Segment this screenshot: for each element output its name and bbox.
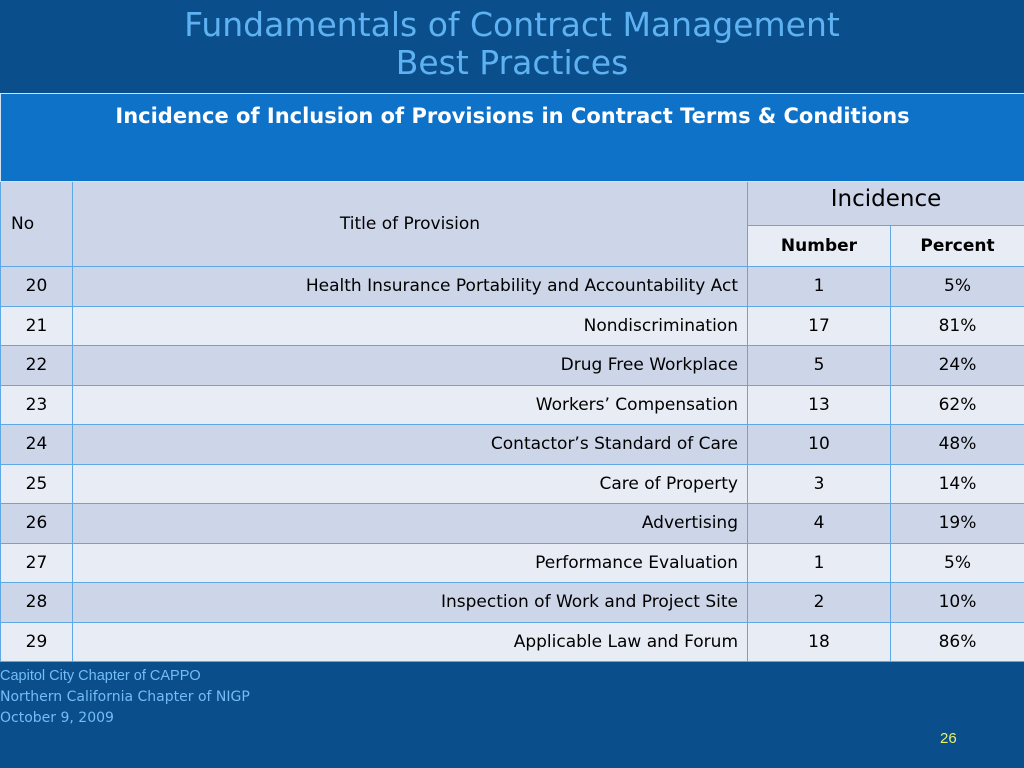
provision-title-cell: Performance Evaluation <box>72 542 748 583</box>
footer-date: October 9, 2009 <box>0 710 114 726</box>
provision-title-cell: Contactor’s Standard of Care <box>72 424 748 465</box>
header-incidence: Incidence <box>746 181 1024 226</box>
table-row: 27 Performance Evaluation 1 5% <box>0 542 1024 583</box>
header-no: No <box>0 181 73 267</box>
row-number-cell: 26 <box>0 503 73 544</box>
incidence-number-cell: 10 <box>747 424 891 465</box>
incidence-number-cell: 2 <box>747 582 891 623</box>
table-row: 26 Advertising 4 19% <box>0 503 1024 544</box>
table-row: 28 Inspection of Work and Project Site 2 10… <box>0 582 1024 623</box>
table-body: 20 Health Insurance Portability and Accou… <box>0 266 1024 662</box>
incidence-number-cell: 1 <box>747 266 891 307</box>
row-number-cell: 28 <box>0 582 73 623</box>
provision-title-cell: Care of Property <box>72 463 748 504</box>
table-row: 20 Health Insurance Portability and Accou… <box>0 266 1024 307</box>
provision-title-cell: Drug Free Workplace <box>72 345 748 386</box>
incidence-percent-cell: 19% <box>889 503 1024 544</box>
provision-title-cell: Applicable Law and Forum <box>72 621 748 662</box>
provision-title-cell: Workers’ Compensation <box>72 384 748 425</box>
incidence-number-cell: 17 <box>747 305 891 346</box>
provision-title-cell: Inspection of Work and Project Site <box>72 582 748 623</box>
footer-chapter-nigp: Northern California Chapter of NIGP <box>0 689 250 705</box>
row-number-cell: 27 <box>0 542 73 583</box>
row-number-cell: 22 <box>0 345 73 386</box>
incidence-percent-cell: 86% <box>889 621 1024 662</box>
incidence-percent-cell: 81% <box>889 305 1024 346</box>
incidence-percent-cell: 24% <box>889 345 1024 386</box>
provisions-table: Incidence of Inclusion of Provisions in … <box>0 93 1024 662</box>
table-row: 23 Workers’ Compensation 13 62% <box>0 384 1024 425</box>
provision-title-cell: Advertising <box>72 503 748 544</box>
incidence-number-cell: 4 <box>747 503 891 544</box>
incidence-percent-cell: 62% <box>889 384 1024 425</box>
footer-chapter-cappo: Capitol City Chapter of CAPPO <box>0 668 201 684</box>
incidence-number-cell: 13 <box>747 384 891 425</box>
table-row: 22 Drug Free Workplace 5 24% <box>0 345 1024 386</box>
slide-title: Fundamentals of Contract Management Best… <box>0 6 1024 82</box>
incidence-percent-cell: 48% <box>889 424 1024 465</box>
page-number: 26 <box>940 730 957 747</box>
incidence-number-cell: 18 <box>747 621 891 662</box>
incidence-percent-cell: 14% <box>889 463 1024 504</box>
row-number-cell: 20 <box>0 266 73 307</box>
header-percent: Percent <box>889 225 1024 267</box>
provisions-table-container: Incidence of Inclusion of Provisions in … <box>0 93 1024 662</box>
row-number-cell: 23 <box>0 384 73 425</box>
header-number: Number <box>747 225 891 267</box>
table-row: 29 Applicable Law and Forum 18 86% <box>0 621 1024 662</box>
slide-title-line2: Best Practices <box>395 43 629 82</box>
table-banner: Incidence of Inclusion of Provisions in … <box>0 93 1024 182</box>
row-number-cell: 29 <box>0 621 73 662</box>
table-row: 25 Care of Property 3 14% <box>0 463 1024 504</box>
row-number-cell: 25 <box>0 463 73 504</box>
table-row: 24 Contactor’s Standard of Care 10 48% <box>0 424 1024 465</box>
incidence-number-cell: 5 <box>747 345 891 386</box>
slide-title-line1: Fundamentals of Contract Management <box>184 5 840 44</box>
incidence-percent-cell: 5% <box>889 266 1024 307</box>
incidence-percent-cell: 10% <box>889 582 1024 623</box>
incidence-percent-cell: 5% <box>889 542 1024 583</box>
row-number-cell: 21 <box>0 305 73 346</box>
incidence-number-cell: 3 <box>747 463 891 504</box>
header-title-of-provision: Title of Provision <box>72 181 748 267</box>
incidence-number-cell: 1 <box>747 542 891 583</box>
table-row: 21 Nondiscrimination 17 81% <box>0 305 1024 346</box>
row-number-cell: 24 <box>0 424 73 465</box>
provision-title-cell: Health Insurance Portability and Account… <box>72 266 748 307</box>
provision-title-cell: Nondiscrimination <box>72 305 748 346</box>
